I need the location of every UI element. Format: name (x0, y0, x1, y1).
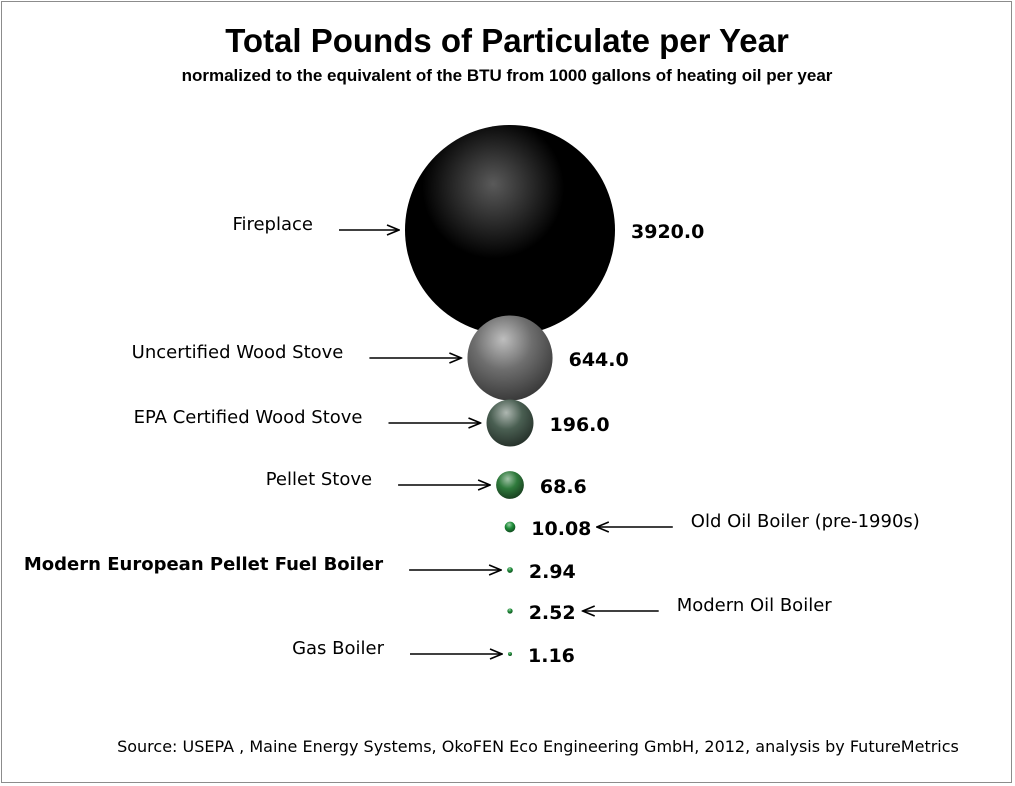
value-label-fireplace: 3920.0 (631, 221, 704, 243)
category-label-gas-boiler: Gas Boiler (292, 638, 385, 659)
bubble-pellet-stove (496, 471, 524, 499)
bubble-fireplace (405, 125, 615, 335)
bubble-old-oil-boiler-pre-1990s (504, 521, 516, 533)
value-label-old-oil-boiler-pre-1990s: 10.08 (531, 518, 591, 540)
category-label-epa-certified-wood-stove: EPA Certified Wood Stove (134, 407, 363, 428)
bubble-modern-oil-boiler (507, 608, 513, 614)
bubble-gas-boiler (508, 652, 512, 656)
bubble-epa-certified-wood-stove (486, 399, 534, 447)
value-label-uncertified-wood-stove: 644.0 (569, 349, 629, 371)
category-label-old-oil-boiler-pre-1990s: Old Oil Boiler (pre-1990s) (691, 511, 920, 532)
value-label-modern-european-pellet-fuel-boiler: 2.94 (529, 561, 576, 583)
category-label-uncertified-wood-stove: Uncertified Wood Stove (132, 342, 344, 363)
chart-subtitle: normalized to the equivalent of the BTU … (182, 66, 833, 85)
source-note: Source: USEPA , Maine Energy Systems, Ok… (117, 737, 959, 756)
value-label-epa-certified-wood-stove: 196.0 (550, 414, 610, 436)
bubble-modern-european-pellet-fuel-boiler (507, 567, 513, 573)
category-label-modern-european-pellet-fuel-boiler: Modern European Pellet Fuel Boiler (24, 554, 383, 575)
value-label-pellet-stove: 68.6 (540, 476, 587, 498)
bubble-uncertified-wood-stove (467, 315, 553, 401)
chart-title: Total Pounds of Particulate per Year (225, 22, 789, 59)
category-label-fireplace: Fireplace (232, 214, 313, 235)
category-label-modern-oil-boiler: Modern Oil Boiler (677, 595, 833, 616)
category-label-pellet-stove: Pellet Stove (266, 469, 372, 490)
chart-marks: 3920.0 Fireplace 644.0 Uncertified Wood Sto… (24, 125, 920, 667)
value-label-gas-boiler: 1.16 (528, 645, 575, 667)
value-label-modern-oil-boiler: 2.52 (529, 602, 576, 624)
